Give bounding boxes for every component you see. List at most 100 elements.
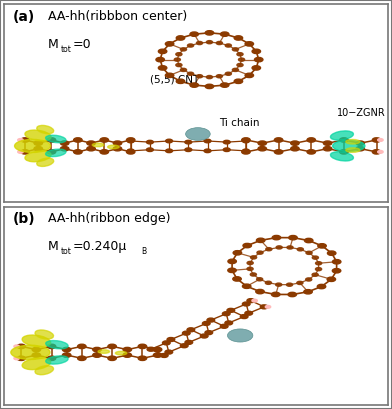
- Circle shape: [287, 283, 292, 286]
- Circle shape: [234, 36, 243, 40]
- Circle shape: [196, 75, 203, 78]
- Circle shape: [166, 139, 172, 143]
- Circle shape: [307, 138, 316, 142]
- Circle shape: [250, 256, 257, 259]
- Ellipse shape: [37, 158, 54, 166]
- Circle shape: [317, 284, 326, 289]
- Circle shape: [260, 305, 268, 309]
- Ellipse shape: [46, 356, 68, 364]
- Text: 10−ZGNR: 10−ZGNR: [338, 108, 386, 118]
- Circle shape: [288, 292, 296, 297]
- Circle shape: [156, 57, 164, 62]
- Circle shape: [378, 151, 383, 153]
- Circle shape: [176, 63, 182, 67]
- Circle shape: [113, 141, 122, 145]
- Circle shape: [291, 146, 299, 151]
- Circle shape: [276, 283, 282, 286]
- Circle shape: [252, 66, 261, 70]
- Circle shape: [243, 149, 249, 153]
- Circle shape: [200, 334, 208, 338]
- Circle shape: [180, 48, 187, 51]
- Circle shape: [187, 328, 195, 332]
- Circle shape: [176, 36, 185, 40]
- Circle shape: [232, 48, 238, 51]
- Circle shape: [228, 259, 236, 263]
- Circle shape: [18, 139, 23, 142]
- Ellipse shape: [108, 145, 119, 149]
- Ellipse shape: [22, 358, 51, 370]
- Circle shape: [227, 329, 253, 342]
- Ellipse shape: [330, 131, 354, 140]
- Circle shape: [291, 141, 299, 145]
- Circle shape: [47, 138, 56, 142]
- Circle shape: [316, 262, 322, 265]
- Circle shape: [247, 267, 253, 270]
- Circle shape: [17, 356, 25, 360]
- Circle shape: [332, 260, 341, 264]
- Circle shape: [14, 357, 19, 360]
- Circle shape: [123, 347, 131, 352]
- Circle shape: [158, 49, 167, 54]
- Circle shape: [306, 251, 312, 254]
- Ellipse shape: [330, 152, 354, 161]
- Circle shape: [176, 53, 182, 56]
- Circle shape: [165, 73, 174, 78]
- Circle shape: [205, 84, 214, 89]
- Circle shape: [32, 353, 41, 357]
- Circle shape: [274, 138, 283, 142]
- Circle shape: [74, 150, 82, 154]
- Circle shape: [190, 32, 198, 36]
- Circle shape: [160, 353, 168, 357]
- Circle shape: [297, 248, 303, 251]
- Circle shape: [340, 138, 348, 142]
- Circle shape: [257, 251, 263, 254]
- Circle shape: [252, 299, 257, 302]
- Circle shape: [18, 151, 23, 153]
- Circle shape: [243, 139, 249, 143]
- Circle shape: [180, 68, 187, 72]
- Circle shape: [242, 150, 250, 154]
- Circle shape: [78, 344, 86, 348]
- Circle shape: [34, 146, 42, 151]
- Circle shape: [254, 57, 263, 62]
- Ellipse shape: [45, 149, 66, 157]
- Circle shape: [162, 341, 170, 345]
- Text: AA-hh(ribbbon center): AA-hh(ribbbon center): [48, 10, 187, 23]
- Circle shape: [138, 344, 147, 348]
- Circle shape: [234, 79, 243, 83]
- Circle shape: [216, 75, 222, 78]
- Circle shape: [127, 149, 134, 153]
- Circle shape: [205, 31, 214, 35]
- Text: =0.240μ: =0.240μ: [72, 240, 127, 253]
- Circle shape: [225, 44, 231, 47]
- Circle shape: [340, 150, 348, 154]
- Circle shape: [276, 246, 282, 249]
- Ellipse shape: [35, 330, 54, 339]
- Circle shape: [372, 150, 381, 154]
- Circle shape: [312, 256, 318, 259]
- Circle shape: [220, 324, 228, 328]
- Circle shape: [153, 353, 162, 357]
- Circle shape: [60, 141, 69, 145]
- Circle shape: [327, 251, 336, 255]
- Circle shape: [316, 267, 321, 271]
- Circle shape: [256, 290, 264, 294]
- Circle shape: [62, 353, 71, 357]
- Circle shape: [306, 278, 312, 281]
- Circle shape: [174, 58, 180, 61]
- Circle shape: [108, 356, 116, 360]
- Circle shape: [289, 236, 297, 240]
- Text: AA-hh(ribbon edge): AA-hh(ribbon edge): [48, 213, 171, 225]
- Circle shape: [237, 53, 243, 56]
- Circle shape: [242, 138, 250, 142]
- Circle shape: [220, 32, 229, 36]
- Circle shape: [127, 138, 135, 142]
- Circle shape: [127, 139, 134, 143]
- Circle shape: [176, 79, 185, 83]
- Text: (a): (a): [13, 10, 34, 24]
- Circle shape: [233, 251, 241, 255]
- Circle shape: [14, 345, 19, 348]
- Text: B: B: [141, 247, 146, 256]
- Circle shape: [304, 290, 312, 294]
- Circle shape: [187, 72, 194, 75]
